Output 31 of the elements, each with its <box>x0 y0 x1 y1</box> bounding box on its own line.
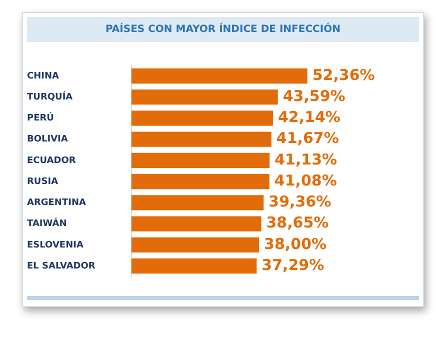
data-label: 41,13% <box>274 150 338 168</box>
bar <box>131 174 270 190</box>
y-tick-label: ECUADOR <box>27 156 76 166</box>
bar <box>131 237 260 253</box>
bar <box>131 216 262 232</box>
y-tick-label: ESLOVENIA <box>27 240 84 250</box>
bar <box>131 89 278 105</box>
data-label: 41,67% <box>276 129 339 148</box>
bar <box>131 258 257 274</box>
data-label: 37,29% <box>262 256 324 274</box>
data-label: 43,59% <box>282 86 346 105</box>
chart-title: PAÍSES CON MAYOR ÍNDICE DE INFECCIÓN <box>27 17 419 42</box>
bar <box>131 68 308 84</box>
y-tick-label: BOLIVIA <box>27 134 68 145</box>
bar <box>131 152 270 168</box>
y-tick-label: EL SALVADOR <box>27 261 96 272</box>
y-tick-label: TAIWÁN <box>27 217 67 230</box>
data-label: 52,36% <box>312 66 375 84</box>
y-tick-label: RUSIA <box>27 176 58 187</box>
y-tick-label: CHINA <box>27 71 60 82</box>
data-label: 38,00% <box>264 234 327 253</box>
y-tick-label: TURQUÍA <box>27 90 73 102</box>
y-tick-label: ARGENTINA <box>27 198 86 208</box>
bar <box>131 195 264 210</box>
data-label: 38,65% <box>266 214 329 232</box>
y-tick-label: PERÚ <box>27 112 54 124</box>
bar <box>131 110 273 126</box>
data-label: 41,08% <box>274 171 337 190</box>
data-label: 39,36% <box>268 192 332 211</box>
bar <box>131 132 272 147</box>
data-label: 42,14% <box>278 108 340 126</box>
